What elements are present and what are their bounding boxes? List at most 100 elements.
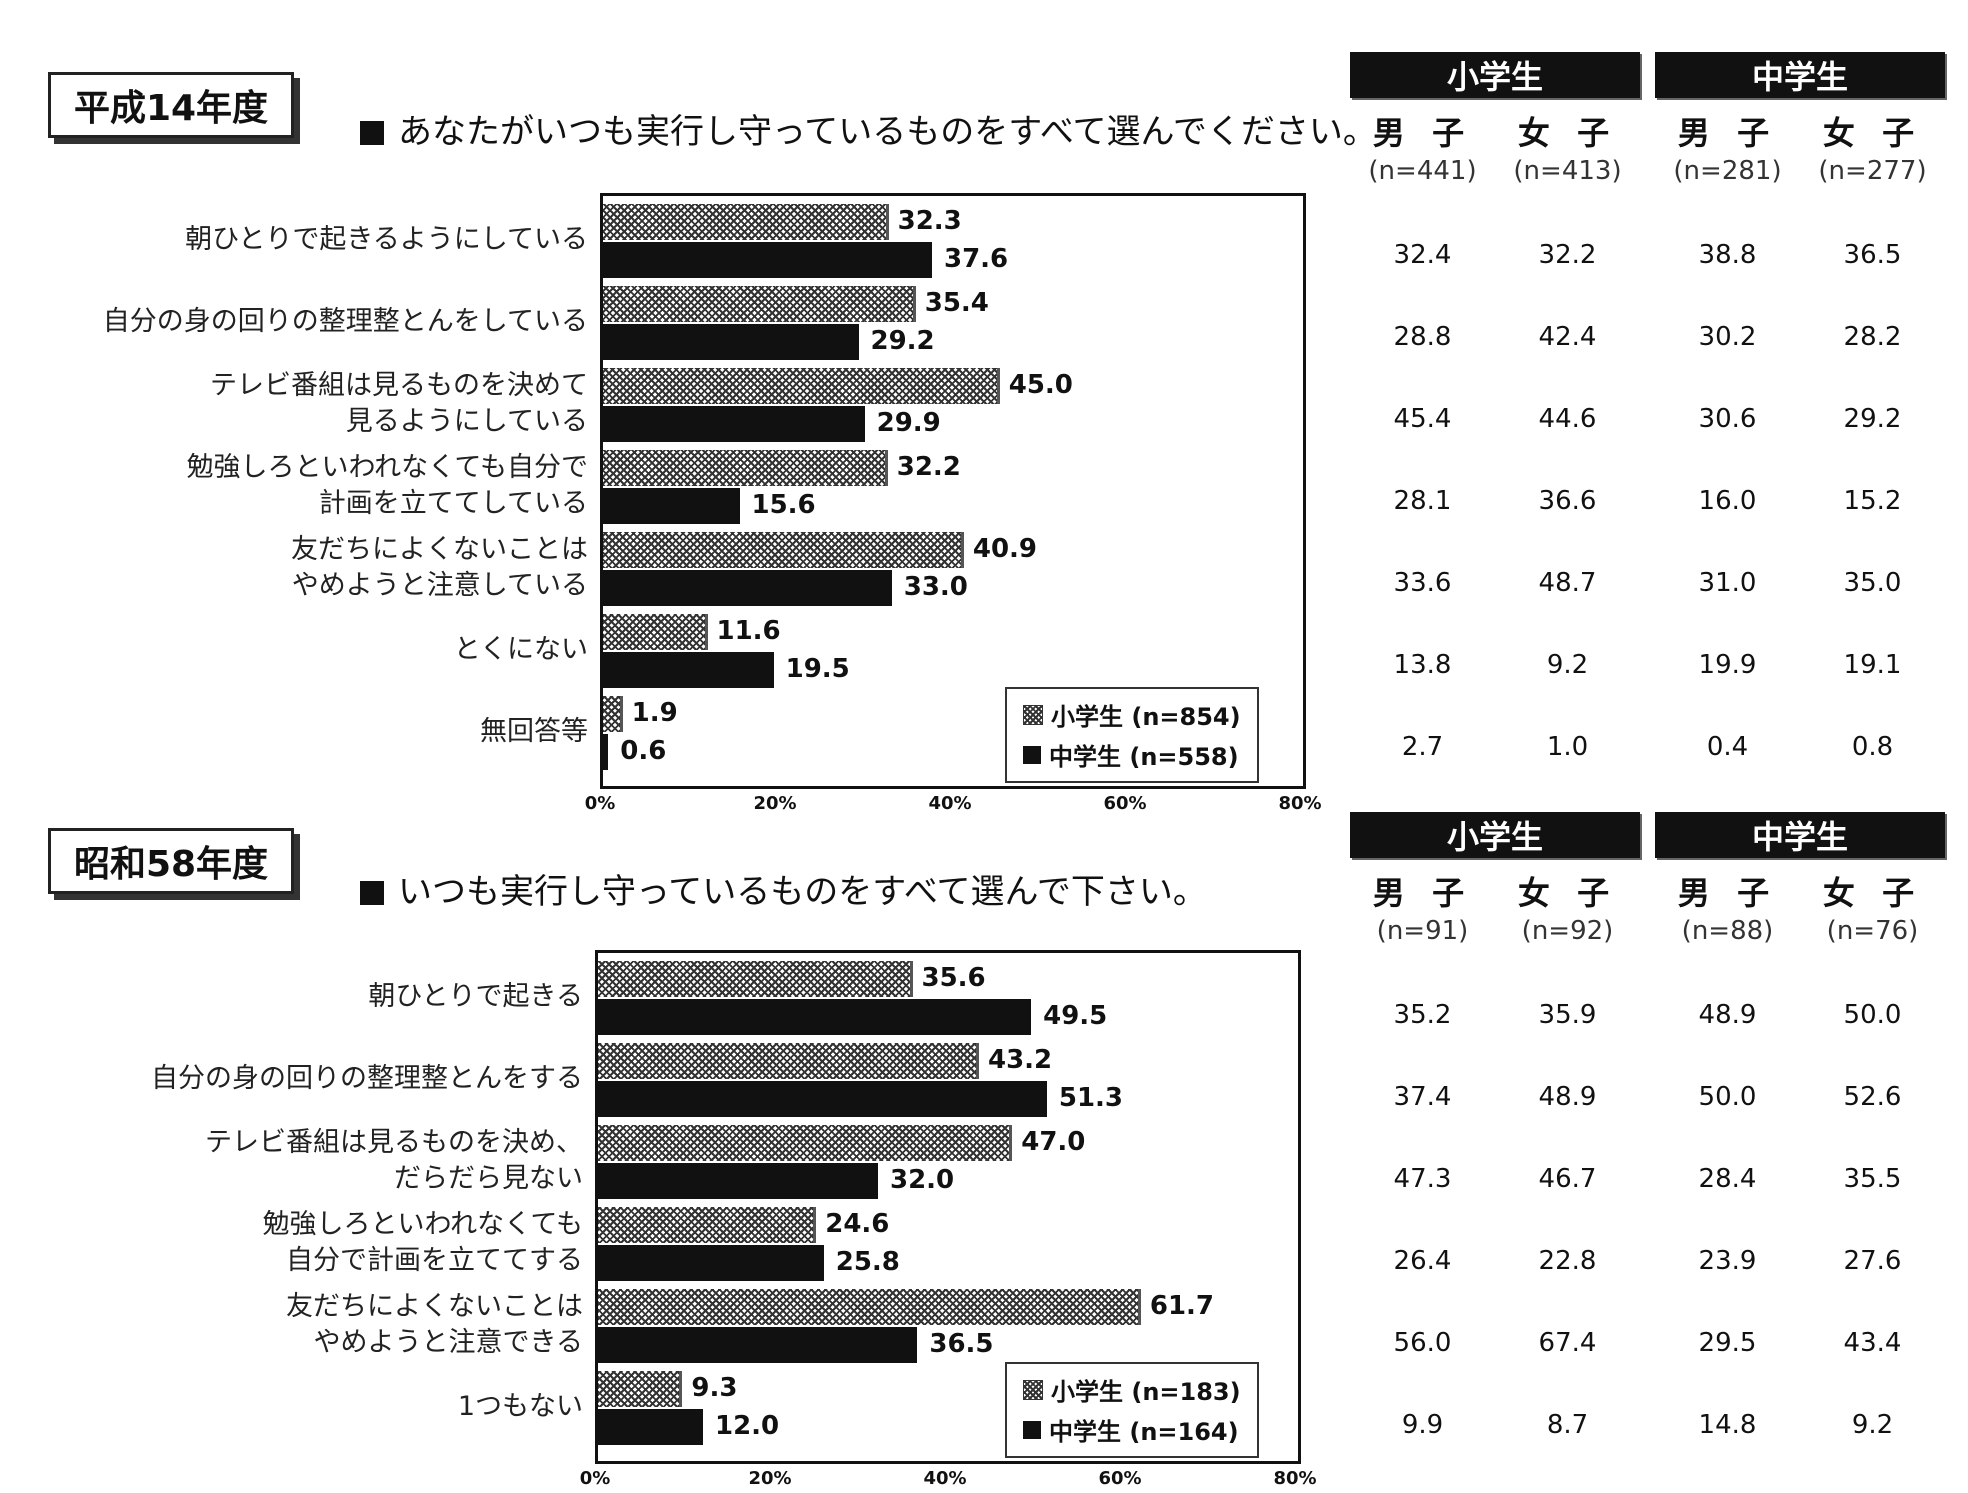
value-label: 11.6 bbox=[716, 616, 781, 646]
value-label: 9.3 bbox=[691, 1373, 738, 1403]
value-label: 33.0 bbox=[903, 572, 968, 602]
legend-swatch-elementary bbox=[1023, 704, 1043, 725]
table-cell: 35.2 bbox=[1393, 1000, 1452, 1030]
table-cell: 45.4 bbox=[1393, 404, 1452, 434]
value-label: 32.2 bbox=[896, 452, 961, 482]
category-label-line: とくにない bbox=[453, 634, 588, 665]
bar-junior bbox=[603, 652, 774, 688]
year-label: 昭和58年度 bbox=[48, 828, 294, 894]
x-tick-label: 0% bbox=[579, 1468, 611, 1489]
category-label: 朝ひとりで起きるようにしている bbox=[185, 222, 588, 258]
table-cell: 56.0 bbox=[1393, 1328, 1452, 1358]
table-cell: 33.6 bbox=[1393, 568, 1452, 598]
category-label: テレビ番組は見るものを決め、だらだら見ない bbox=[205, 1125, 583, 1197]
table-cell: 28.2 bbox=[1843, 322, 1902, 352]
column-n: (n=277) bbox=[1818, 156, 1927, 186]
legend-swatch-elementary bbox=[1023, 1379, 1043, 1400]
square-bullet-icon bbox=[360, 121, 384, 145]
value-label: 24.6 bbox=[825, 1209, 890, 1239]
group-header: 中学生 bbox=[1655, 812, 1945, 858]
value-label: 40.9 bbox=[972, 534, 1038, 564]
table-cell: 15.2 bbox=[1843, 486, 1902, 516]
table-cell: 48.9 bbox=[1538, 1082, 1597, 1112]
table-cell: 52.6 bbox=[1843, 1082, 1902, 1112]
category-label-line: やめようと注意している bbox=[291, 570, 588, 601]
bar-elementary bbox=[603, 614, 705, 650]
value-label: 45.0 bbox=[1008, 370, 1073, 400]
legend: 小学生 (n=183) 中学生 (n=164) bbox=[1005, 1361, 1259, 1458]
table-cell: 36.5 bbox=[1843, 240, 1902, 270]
table-cell: 9.2 bbox=[1546, 650, 1589, 680]
bar-elementary bbox=[598, 961, 910, 997]
column-n: (n=441) bbox=[1368, 156, 1477, 186]
x-tick-label: 60% bbox=[1098, 1468, 1142, 1489]
value-label: 43.2 bbox=[988, 1045, 1053, 1075]
category-label-line: テレビ番組は見るものを決め、 bbox=[205, 1127, 583, 1158]
group-header: 中学生 bbox=[1655, 52, 1945, 98]
bar-elementary bbox=[598, 1125, 1010, 1161]
table-cell: 2.7 bbox=[1401, 732, 1444, 762]
legend: 小学生 (n=854) 中学生 (n=558) bbox=[1005, 686, 1259, 783]
table-cell: 19.1 bbox=[1843, 650, 1902, 680]
column-n: (n=76) bbox=[1826, 916, 1919, 946]
category-label-line: 友だちによくないことは bbox=[286, 1291, 583, 1322]
category-label-line: だらだら見ない bbox=[394, 1163, 583, 1194]
category-label-line: やめようと注意できる bbox=[313, 1327, 583, 1358]
table-cell: 48.7 bbox=[1538, 568, 1597, 598]
value-label: 1.9 bbox=[631, 698, 678, 728]
table-cell: 16.0 bbox=[1698, 486, 1757, 516]
group-header: 小学生 bbox=[1350, 812, 1640, 858]
bar-elementary bbox=[603, 532, 961, 568]
category-label: 友だちによくないことは やめようと注意している bbox=[291, 532, 588, 604]
value-label: 12.0 bbox=[715, 1411, 780, 1441]
category-label-line: 勉強しろといわれなくても自分で bbox=[186, 452, 589, 483]
value-label: 15.6 bbox=[751, 490, 816, 520]
bar-junior bbox=[598, 1163, 878, 1199]
value-label: 61.7 bbox=[1149, 1291, 1215, 1321]
plot-area: 32.3 37.6 35.4 29.2 45.0 29.9 32.2 15.6 40.9 33.0… bbox=[600, 193, 1306, 789]
column-n: (n=92) bbox=[1521, 916, 1614, 946]
column-header: 女 子 bbox=[1822, 874, 1923, 912]
table-cell: 14.8 bbox=[1698, 1410, 1757, 1440]
bar-junior bbox=[603, 242, 932, 278]
column-n: (n=91) bbox=[1376, 916, 1469, 946]
legend-item: 中学生 (n=558) bbox=[1023, 735, 1241, 775]
category-label-line: 見るようにしている bbox=[345, 406, 588, 437]
category-label: 無回答等 bbox=[480, 714, 588, 750]
category-label: 自分の身の回りの整理整とんをする bbox=[151, 1061, 583, 1097]
legend-swatch-junior bbox=[1023, 1420, 1041, 1439]
bar-junior bbox=[598, 1409, 703, 1445]
table-cell: 0.4 bbox=[1706, 732, 1749, 762]
table-cell: 29.2 bbox=[1843, 404, 1902, 434]
table-cell: 13.8 bbox=[1393, 650, 1452, 680]
table-cell: 50.0 bbox=[1843, 1000, 1902, 1030]
bar-junior bbox=[598, 1327, 918, 1363]
value-label: 49.5 bbox=[1043, 1001, 1108, 1031]
table-cell: 44.6 bbox=[1538, 404, 1597, 434]
legend-swatch-junior bbox=[1023, 745, 1041, 764]
value-label: 29.2 bbox=[870, 326, 935, 356]
table-cell: 38.8 bbox=[1698, 240, 1757, 270]
bar-elementary bbox=[598, 1371, 680, 1407]
table-cell: 35.0 bbox=[1843, 568, 1902, 598]
table-cell: 26.4 bbox=[1393, 1246, 1452, 1276]
bar-elementary bbox=[598, 1207, 814, 1243]
bar-junior bbox=[603, 324, 859, 360]
bar-junior bbox=[598, 1245, 824, 1281]
category-label-line: 朝ひとりで起きる bbox=[368, 981, 583, 1012]
category-label-line: 無回答等 bbox=[480, 716, 588, 747]
table-cell: 50.0 bbox=[1698, 1082, 1757, 1112]
table-cell: 9.2 bbox=[1851, 1410, 1894, 1440]
value-label: 32.0 bbox=[890, 1165, 955, 1195]
section-s58: 昭和58年度 いつも実行し守っているものをすべて選んで下さい。 35.6 49.5… bbox=[0, 770, 1968, 1493]
x-tick-label: 20% bbox=[748, 1468, 792, 1489]
column-header: 女 子 bbox=[1517, 114, 1618, 152]
table-cell: 43.4 bbox=[1843, 1328, 1902, 1358]
bar-elementary bbox=[603, 696, 620, 732]
table-cell: 37.4 bbox=[1393, 1082, 1452, 1112]
category-label-line: 友だちによくないことは bbox=[291, 534, 588, 565]
value-label: 25.8 bbox=[835, 1247, 900, 1277]
table-cell: 22.8 bbox=[1538, 1246, 1597, 1276]
value-label: 37.6 bbox=[944, 244, 1009, 274]
table-cell: 31.0 bbox=[1698, 568, 1757, 598]
